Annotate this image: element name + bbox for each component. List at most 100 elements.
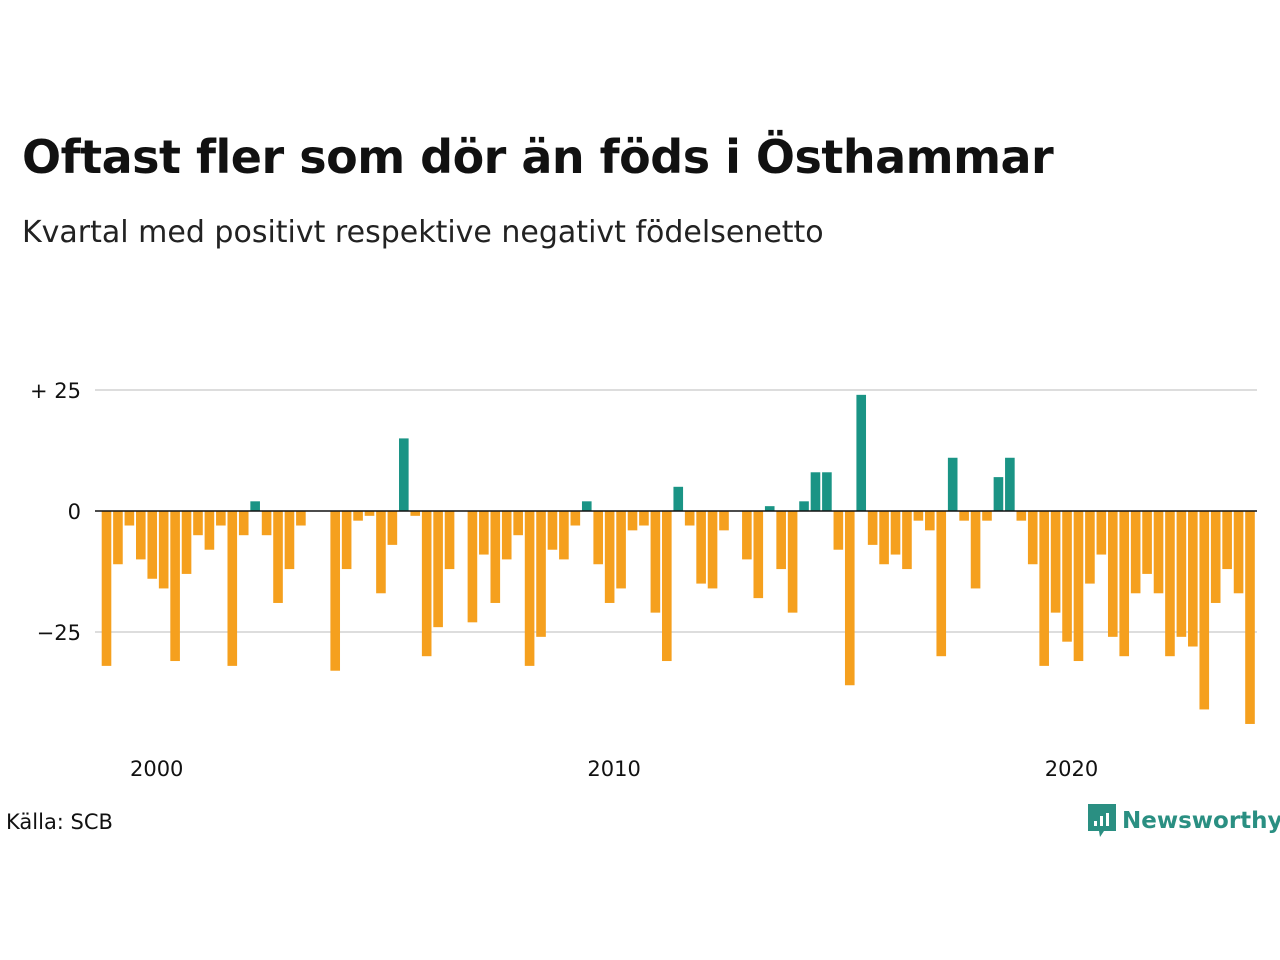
bar[interactable] [879, 511, 889, 565]
bar[interactable] [1176, 511, 1187, 637]
bar[interactable] [113, 511, 123, 565]
bar[interactable] [1165, 511, 1175, 657]
y-tick-label: −25 [37, 621, 81, 645]
bar[interactable] [764, 506, 775, 511]
bar[interactable] [421, 511, 432, 657]
bar[interactable] [124, 511, 135, 526]
bar[interactable] [1027, 511, 1038, 565]
bar[interactable] [1005, 457, 1015, 511]
bar[interactable] [959, 511, 969, 521]
bar[interactable] [136, 511, 146, 560]
bar[interactable] [673, 486, 684, 511]
bars [101, 394, 1255, 724]
bar[interactable] [890, 511, 901, 555]
bar[interactable] [101, 511, 112, 666]
bar[interactable] [616, 511, 626, 589]
bar[interactable] [1188, 511, 1198, 647]
bar[interactable] [399, 438, 409, 511]
bar[interactable] [799, 501, 809, 511]
bar[interactable] [284, 511, 295, 570]
bar[interactable] [936, 511, 947, 657]
bar[interactable] [1050, 511, 1061, 613]
bar[interactable] [227, 511, 238, 666]
bar[interactable] [867, 511, 878, 545]
bar[interactable] [1119, 511, 1130, 657]
bar[interactable] [147, 511, 158, 579]
bar[interactable] [650, 511, 661, 613]
bar[interactable] [261, 511, 272, 536]
bar[interactable] [1210, 511, 1221, 603]
bar[interactable] [238, 511, 249, 536]
bar[interactable] [1130, 511, 1141, 594]
bar[interactable] [822, 472, 832, 511]
bar[interactable] [1199, 511, 1210, 710]
bar[interactable] [810, 472, 821, 511]
bar[interactable] [479, 511, 489, 555]
bar[interactable] [170, 511, 180, 662]
bar[interactable] [742, 511, 752, 560]
bar[interactable] [581, 501, 592, 511]
bar[interactable] [925, 511, 935, 531]
bar[interactable] [341, 511, 352, 570]
bar[interactable] [696, 511, 706, 584]
bar[interactable] [719, 511, 729, 531]
bar[interactable] [490, 511, 501, 603]
bar[interactable] [273, 511, 283, 603]
bar[interactable] [947, 457, 958, 511]
bar[interactable] [501, 511, 512, 560]
bar[interactable] [513, 511, 523, 536]
bar[interactable] [1222, 511, 1232, 570]
bar[interactable] [1153, 511, 1164, 594]
bar[interactable] [844, 511, 855, 686]
bar[interactable] [250, 501, 260, 511]
bar[interactable] [444, 511, 455, 570]
bar[interactable] [524, 511, 535, 666]
bar[interactable] [1245, 511, 1255, 724]
bar[interactable] [353, 511, 363, 521]
bar[interactable] [1142, 511, 1152, 574]
bar[interactable] [1016, 511, 1027, 521]
bar[interactable] [684, 511, 695, 526]
bar[interactable] [1039, 511, 1049, 666]
bar[interactable] [387, 511, 398, 545]
bar[interactable] [1085, 511, 1095, 584]
bar[interactable] [376, 511, 386, 594]
bar[interactable] [296, 511, 306, 526]
bar[interactable] [193, 511, 203, 536]
bar[interactable] [1233, 511, 1244, 594]
bar[interactable] [181, 511, 192, 574]
bar[interactable] [467, 511, 478, 623]
bar[interactable] [536, 511, 546, 637]
bar[interactable] [833, 511, 844, 550]
bar[interactable] [856, 394, 867, 511]
bar[interactable] [1062, 511, 1072, 642]
bar[interactable] [1096, 511, 1107, 555]
bar[interactable] [639, 511, 649, 526]
bar[interactable] [902, 511, 912, 570]
bar[interactable] [707, 511, 718, 589]
bar[interactable] [364, 511, 375, 516]
bar[interactable] [204, 511, 215, 550]
bar[interactable] [604, 511, 615, 603]
bar[interactable] [559, 511, 569, 560]
bar[interactable] [410, 511, 421, 516]
bar[interactable] [216, 511, 226, 526]
bar[interactable] [1073, 511, 1084, 662]
bar[interactable] [913, 511, 924, 521]
bar[interactable] [753, 511, 764, 599]
bar[interactable] [547, 511, 558, 550]
bar[interactable] [570, 511, 581, 526]
bar[interactable] [970, 511, 981, 589]
brand-logo[interactable]: Newsworthy [1088, 804, 1280, 838]
bar[interactable] [662, 511, 672, 662]
bar[interactable] [776, 511, 786, 570]
bar[interactable] [330, 511, 341, 671]
bar[interactable] [982, 511, 992, 521]
bar[interactable] [1107, 511, 1118, 637]
bar[interactable] [993, 477, 1004, 511]
bar[interactable] [787, 511, 798, 613]
bar[interactable] [433, 511, 443, 628]
bar[interactable] [627, 511, 638, 531]
bar[interactable] [158, 511, 169, 589]
bar[interactable] [593, 511, 604, 565]
